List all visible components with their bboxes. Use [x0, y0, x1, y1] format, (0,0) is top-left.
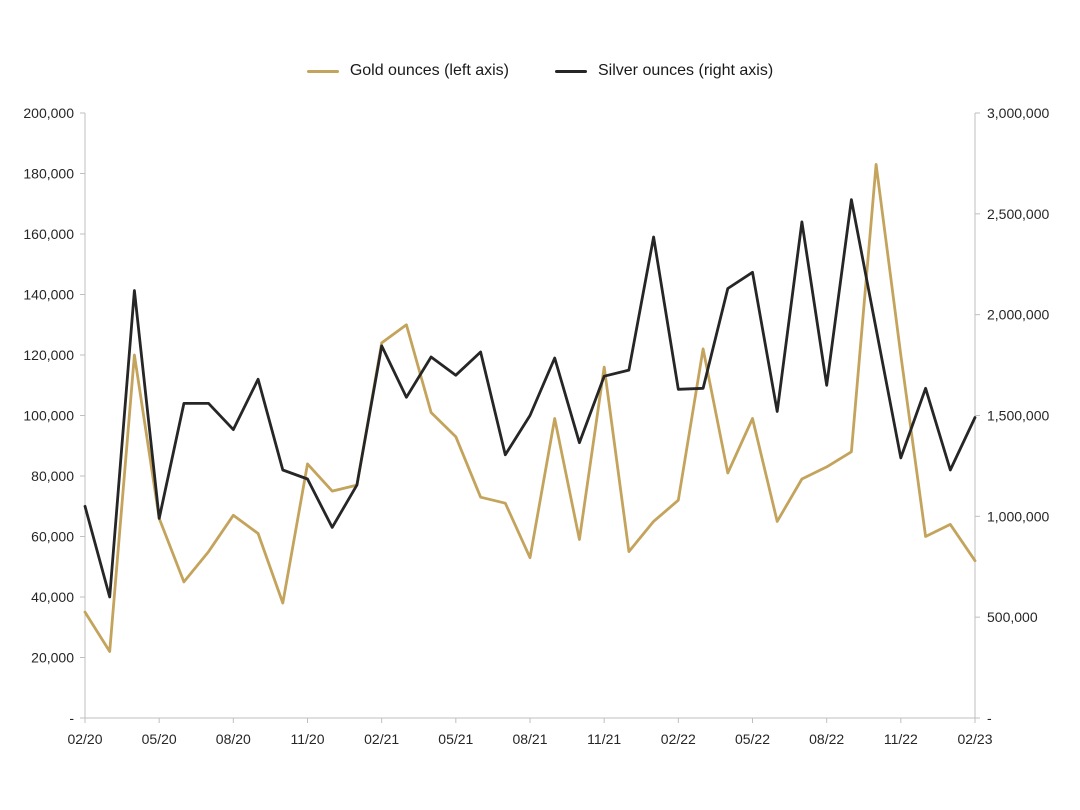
chart-legend: Gold ounces (left axis) Silver ounces (r… — [0, 62, 1080, 80]
legend-item-gold: Gold ounces (left axis) — [306, 62, 509, 80]
right-axis-tick-label: - — [987, 710, 992, 726]
x-axis-tick-label: 02/21 — [364, 731, 399, 747]
x-axis-tick-label: 05/20 — [142, 731, 177, 747]
left-axis-tick-label: 200,000 — [23, 105, 74, 121]
x-axis-tick-label: 08/20 — [216, 731, 251, 747]
x-axis-tick-label: 08/22 — [809, 731, 844, 747]
x-axis-tick-label: 11/22 — [884, 731, 918, 747]
x-axis-tick-label: 08/21 — [512, 731, 547, 747]
x-axis-tick-label: 11/21 — [587, 731, 621, 747]
left-axis-tick-label: 100,000 — [23, 408, 74, 424]
left-axis-tick-label: 140,000 — [23, 287, 74, 303]
left-axis-tick-label: 180,000 — [23, 166, 74, 182]
x-axis-tick-label: 11/20 — [291, 731, 325, 747]
left-axis-tick-label: 160,000 — [23, 226, 74, 242]
silver-series-line — [83, 198, 977, 599]
right-axis-tick-label: 500,000 — [987, 609, 1038, 625]
left-axis-tick-label: 60,000 — [31, 529, 74, 545]
x-axis-tick-label: 02/23 — [957, 731, 992, 747]
x-axis-tick-label: 05/22 — [735, 731, 770, 747]
left-axis-tick-label: 120,000 — [23, 347, 74, 363]
legend-label-silver: Silver ounces (right axis) — [598, 62, 774, 79]
gold-line-swatch-icon — [306, 69, 339, 73]
x-axis-tick-label: 02/20 — [67, 731, 102, 747]
right-axis-tick-label: 1,500,000 — [987, 408, 1049, 424]
x-axis-tick-label: 05/21 — [438, 731, 473, 747]
left-axis-tick-label: 40,000 — [31, 589, 74, 605]
left-axis-tick-label: 20,000 — [31, 650, 74, 666]
left-axis-tick-label: 80,000 — [31, 468, 74, 484]
right-axis-tick-label: 3,000,000 — [987, 105, 1049, 121]
legend-item-silver: Silver ounces (right axis) — [555, 62, 773, 80]
legend-label-gold: Gold ounces (left axis) — [349, 62, 509, 79]
silver-line-swatch-icon — [555, 69, 587, 73]
left-axis-tick-label: - — [69, 710, 74, 726]
right-axis-tick-label: 2,500,000 — [987, 206, 1049, 222]
right-axis-tick-label: 2,000,000 — [987, 307, 1049, 323]
gold-series-line — [83, 162, 977, 653]
right-axis-tick-label: 1,000,000 — [987, 508, 1049, 524]
x-axis-tick-label: 02/22 — [661, 731, 696, 747]
